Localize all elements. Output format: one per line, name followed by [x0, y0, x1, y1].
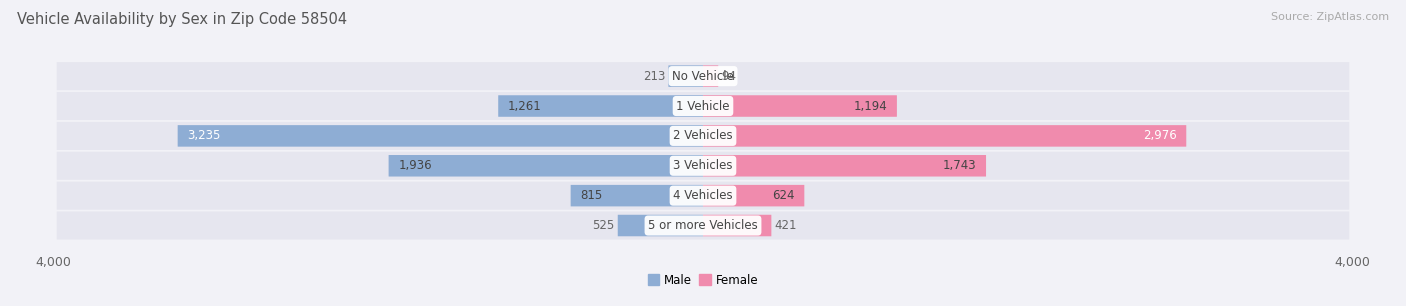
Text: 4 Vehicles: 4 Vehicles [673, 189, 733, 202]
FancyBboxPatch shape [703, 125, 1187, 147]
Text: 5 or more Vehicles: 5 or more Vehicles [648, 219, 758, 232]
Text: 421: 421 [775, 219, 797, 232]
FancyBboxPatch shape [388, 155, 703, 177]
Text: 2,976: 2,976 [1143, 129, 1177, 142]
FancyBboxPatch shape [177, 125, 703, 147]
Text: 213: 213 [643, 70, 665, 83]
FancyBboxPatch shape [498, 95, 703, 117]
FancyBboxPatch shape [56, 92, 1350, 120]
FancyBboxPatch shape [703, 215, 772, 236]
FancyBboxPatch shape [571, 185, 703, 207]
Text: 815: 815 [581, 189, 603, 202]
FancyBboxPatch shape [56, 62, 1350, 90]
FancyBboxPatch shape [56, 211, 1350, 240]
Text: Vehicle Availability by Sex in Zip Code 58504: Vehicle Availability by Sex in Zip Code … [17, 12, 347, 27]
Legend: Male, Female: Male, Female [648, 274, 758, 287]
Text: 624: 624 [772, 189, 794, 202]
Text: 1,261: 1,261 [508, 99, 541, 113]
FancyBboxPatch shape [56, 181, 1350, 210]
Text: No Vehicle: No Vehicle [672, 70, 734, 83]
Text: 1 Vehicle: 1 Vehicle [676, 99, 730, 113]
Text: 3 Vehicles: 3 Vehicles [673, 159, 733, 172]
FancyBboxPatch shape [56, 122, 1350, 150]
FancyBboxPatch shape [703, 185, 804, 207]
Text: 3,235: 3,235 [187, 129, 221, 142]
Text: 1,194: 1,194 [853, 99, 887, 113]
Text: 525: 525 [592, 219, 614, 232]
Text: 1,936: 1,936 [398, 159, 432, 172]
FancyBboxPatch shape [703, 155, 986, 177]
FancyBboxPatch shape [617, 215, 703, 236]
Text: 2 Vehicles: 2 Vehicles [673, 129, 733, 142]
FancyBboxPatch shape [668, 65, 703, 87]
FancyBboxPatch shape [703, 95, 897, 117]
FancyBboxPatch shape [703, 65, 718, 87]
FancyBboxPatch shape [56, 152, 1350, 180]
Text: Source: ZipAtlas.com: Source: ZipAtlas.com [1271, 12, 1389, 22]
Text: 1,743: 1,743 [942, 159, 976, 172]
Text: 94: 94 [721, 70, 737, 83]
